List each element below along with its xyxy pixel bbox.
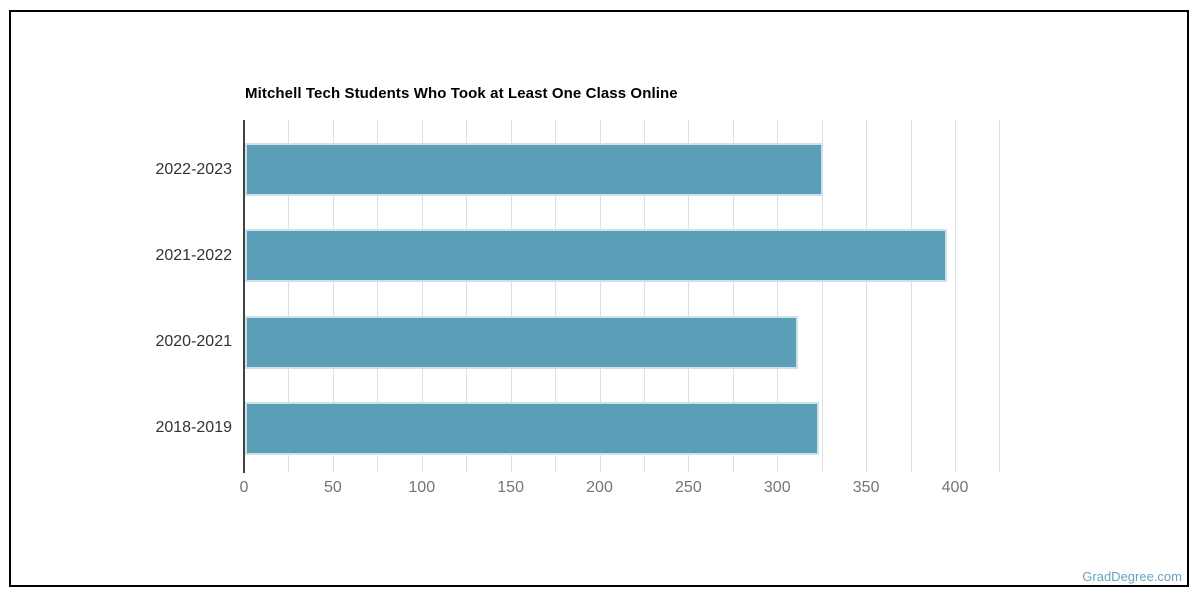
bar-2020-2021 (245, 315, 798, 369)
bar-2021-2022 (245, 229, 948, 283)
gridline (688, 120, 690, 472)
gridline (643, 120, 645, 472)
x-axis-tick-label: 0 (239, 479, 249, 496)
x-axis-tick-label: 100 (408, 479, 436, 496)
category-label: 2022-2023 (155, 160, 232, 178)
gridline (777, 120, 779, 472)
category-label: 2020-2021 (155, 333, 232, 351)
x-axis-tick-label: 300 (763, 479, 791, 496)
gridline (377, 120, 379, 472)
gridline (866, 120, 868, 472)
x-axis-tick-label: 200 (586, 479, 613, 496)
bar-2018-2019 (245, 401, 820, 455)
plot-area (243, 120, 1014, 473)
gridline (510, 120, 512, 472)
y-axis-line (243, 120, 245, 473)
x-axis-tick-label: 50 (323, 479, 342, 496)
x-axis-tick-label: 400 (941, 479, 969, 496)
chart-frame (9, 10, 1189, 587)
gridline (421, 120, 423, 472)
gridline (599, 120, 601, 472)
chart-title: Mitchell Tech Students Who Took at Least… (245, 85, 678, 102)
category-label: 2021-2022 (155, 246, 232, 264)
graddegree-link[interactable]: GradDegree.com (1082, 569, 1182, 584)
category-label: 2018-2019 (155, 419, 232, 437)
x-axis-tick-label: 250 (675, 479, 702, 496)
x-axis-tick-label: 150 (497, 479, 524, 496)
gridline (732, 120, 734, 472)
gridline (999, 120, 1001, 472)
gridline (555, 120, 557, 472)
gridline (466, 120, 468, 472)
gridline (288, 120, 290, 472)
gridline (910, 120, 912, 472)
gridline (821, 120, 823, 472)
gridline (332, 120, 334, 472)
x-axis-tick-label: 350 (852, 479, 880, 496)
bar-2022-2023 (245, 143, 823, 196)
gridline (955, 120, 956, 472)
